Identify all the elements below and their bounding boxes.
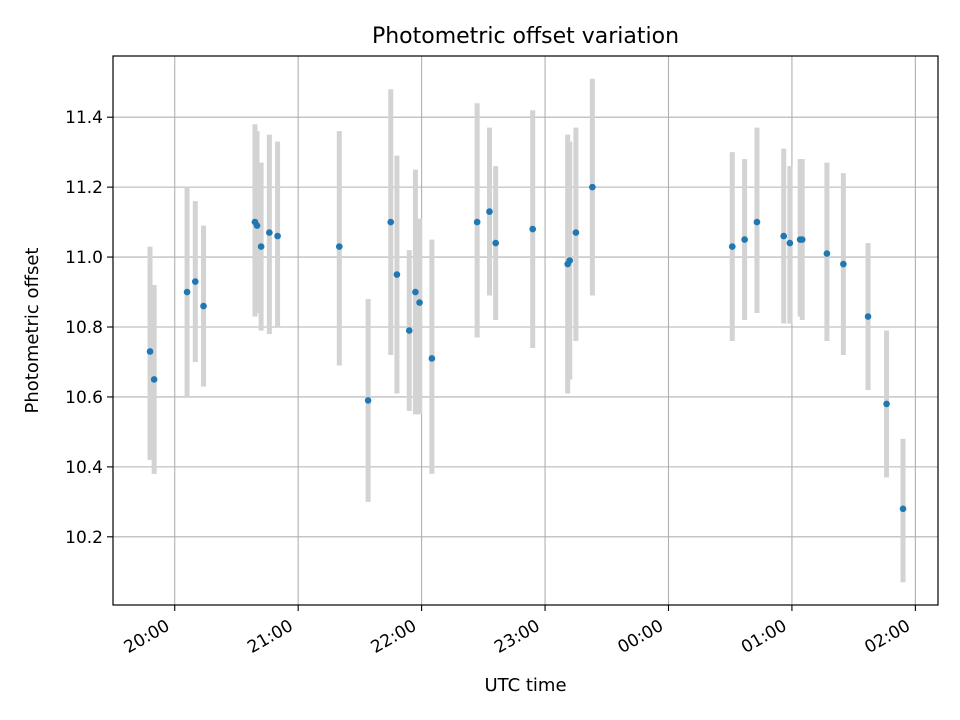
- y-tick-label: 10.6: [65, 388, 103, 408]
- data-point: [428, 355, 436, 362]
- y-axis-label: Photometric offset: [22, 248, 43, 414]
- y-tick-label: 10.8: [65, 318, 103, 338]
- data-point: [899, 505, 907, 513]
- data-point: [253, 222, 261, 229]
- data-point: [529, 225, 537, 233]
- data-point: [416, 299, 423, 306]
- data-point: [200, 302, 207, 310]
- data-point: [387, 218, 395, 226]
- data-point: [753, 218, 761, 226]
- data-point: [566, 257, 574, 264]
- chart-title: Photometric offset variation: [372, 24, 679, 49]
- y-tick-label: 11.4: [65, 108, 103, 128]
- data-point: [183, 288, 191, 296]
- data-point: [266, 229, 273, 236]
- data-point: [146, 348, 154, 355]
- y-axis-ticks: 10.2 10.4 10.6 10.8 11.0 11.2 11.4: [65, 108, 113, 548]
- data-point: [191, 278, 199, 285]
- y-tick-label: 11.2: [65, 178, 103, 198]
- data-point: [150, 376, 158, 383]
- data-point: [572, 229, 580, 236]
- data-point: [492, 239, 499, 247]
- data-points: [146, 183, 907, 513]
- y-tick-label: 10.4: [65, 458, 103, 478]
- data-point: [257, 243, 265, 250]
- data-point: [864, 313, 872, 320]
- data-point: [393, 271, 401, 278]
- data-point: [336, 243, 343, 250]
- x-axis-label: UTC time: [484, 675, 566, 696]
- data-point: [741, 236, 748, 243]
- data-point: [364, 397, 372, 404]
- data-point: [412, 288, 419, 296]
- data-point: [883, 400, 890, 408]
- data-point: [786, 239, 794, 247]
- data-point: [589, 183, 596, 191]
- data-point: [486, 208, 493, 215]
- data-point: [728, 243, 736, 250]
- data-point: [780, 232, 787, 240]
- plot-frame: [112, 55, 939, 606]
- data-point: [840, 260, 847, 268]
- data-point: [405, 327, 413, 334]
- data-point: [823, 250, 831, 257]
- data-point: [798, 236, 806, 243]
- data-point: [274, 232, 281, 240]
- data-point: [473, 218, 481, 226]
- y-tick-label: 11.0: [65, 248, 103, 268]
- y-tick-label: 10.2: [65, 528, 103, 548]
